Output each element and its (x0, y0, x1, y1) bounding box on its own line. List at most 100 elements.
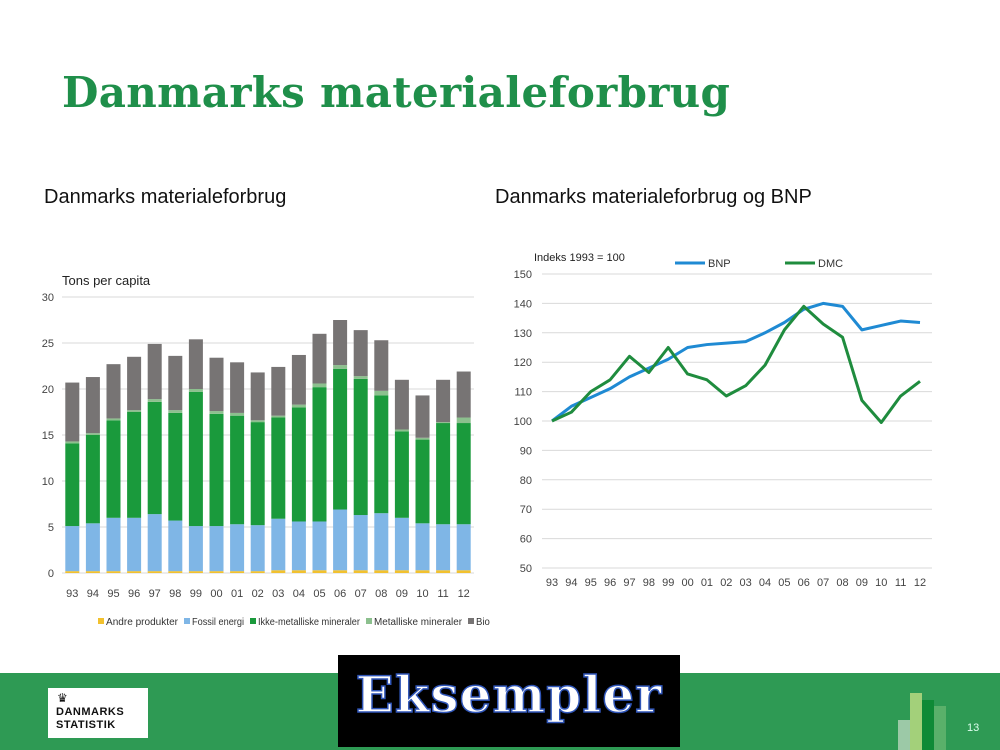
bar-segment (65, 571, 80, 573)
line-x-tick-label: 98 (643, 577, 655, 589)
bar-segment (230, 571, 245, 573)
bar-segment (456, 423, 471, 525)
left-chart-subtitle: Danmarks materialeforbrug (44, 186, 287, 208)
bar-segment (353, 330, 368, 377)
bar-segment (271, 415, 286, 418)
line-y-tick-label: 130 (514, 328, 532, 340)
line-chart: Indeks 1993 = 100 50 60 70 80 90 100 110 120 130 1… (514, 252, 932, 589)
bar-segment (106, 517, 121, 572)
line-y-tick-label: 70 (520, 504, 532, 516)
bar-x-tick-label: 99 (190, 588, 202, 600)
bar-x-tick-label: 09 (396, 588, 408, 600)
bar-x-tick-label: 02 (252, 588, 264, 600)
bar-x-tick-label: 01 (231, 588, 243, 600)
bar-segment (250, 372, 265, 421)
examples-banner-text: Eksempler (355, 664, 663, 725)
bar-x-tick-label: 97 (149, 588, 161, 600)
bar-segment (353, 376, 368, 379)
bar-segment (271, 417, 286, 519)
bar-segment (85, 435, 100, 524)
bar-y-tick-label: 25 (42, 338, 54, 350)
bar-segment (333, 509, 348, 571)
bar-segment (85, 571, 100, 573)
bar-segment (127, 410, 142, 412)
bar-segment (353, 378, 368, 516)
line-x-tick-label: 93 (546, 577, 558, 589)
bar-x-tick-label: 05 (313, 588, 325, 600)
line-y-tick-label: 120 (514, 357, 532, 369)
bar-segment (209, 571, 224, 573)
bar-legend-swatch (98, 618, 104, 624)
bar-segment (209, 413, 224, 527)
bar-legend-label: Metalliske mineraler (374, 617, 463, 628)
bar-segment (415, 570, 430, 573)
line-x-tick-label: 04 (759, 577, 771, 589)
page-number: 13 (967, 722, 980, 734)
bar-legend-swatch (366, 618, 372, 624)
bar-y-tick-label: 30 (42, 292, 54, 304)
bar-segment (85, 433, 100, 435)
bar-legend-label: Andre produkter (106, 617, 179, 628)
bar-segment (394, 517, 409, 571)
bar-segment (333, 570, 348, 573)
bar-x-tick-label: 00 (210, 588, 222, 600)
bar-segment (188, 389, 203, 392)
bar-x-tick-label: 07 (355, 588, 367, 600)
bar-segment (271, 518, 286, 571)
line-x-tick-label: 94 (565, 577, 577, 589)
bar-segment (271, 570, 286, 573)
bar-segment (65, 441, 80, 444)
line-y-tick-label: 110 (514, 387, 532, 399)
bar-y-axis-title: Tons per capita (62, 273, 151, 288)
bar-segment (374, 513, 389, 571)
bar-segment (250, 571, 265, 573)
line-x-tick-label: 08 (836, 577, 848, 589)
bar-segment (168, 571, 183, 573)
bar-x-tick-label: 96 (128, 588, 140, 600)
bar-segment (291, 521, 306, 571)
bar-segment (127, 571, 142, 573)
bar-y-tick-label: 5 (48, 522, 54, 534)
bar-segment (456, 371, 471, 418)
bar-segment (230, 362, 245, 413)
bar-segment (374, 390, 389, 396)
bar-segment (85, 377, 100, 434)
bar-y-tick-label: 15 (42, 430, 54, 442)
line-x-tick-label: 02 (720, 577, 732, 589)
bar-legend-swatch (468, 618, 474, 624)
danmarks-statistik-logo: ♛ DANMARKS STATISTIK (48, 688, 148, 738)
line-x-tick-label: 09 (856, 577, 868, 589)
bar-x-tick-label: 03 (272, 588, 284, 600)
line-legend-label: DMC (818, 258, 843, 270)
bar-segment (312, 387, 327, 522)
bar-segment (250, 525, 265, 572)
bar-segment (106, 364, 121, 419)
right-chart-subtitle: Danmarks materialeforbrug og BNP (495, 186, 812, 208)
bar-segment (230, 524, 245, 572)
bar-legend-label: Biomasse (476, 617, 490, 628)
bar-segment (415, 395, 430, 438)
bar-segment (374, 340, 389, 391)
logo-line-2: STATISTIK (56, 719, 116, 731)
line-x-tick-label: 01 (701, 577, 713, 589)
bar-segment (106, 418, 121, 421)
bar-x-tick-label: 94 (87, 588, 99, 600)
bar-segment (456, 417, 471, 424)
bar-segment (127, 412, 142, 518)
line-x-tick-label: 00 (681, 577, 693, 589)
bar-segment (147, 514, 162, 572)
bar-legend-label: Fossil energi (192, 617, 244, 628)
line-y-tick-label: 50 (520, 563, 532, 575)
line-y-tick-label: 80 (520, 475, 532, 487)
line-x-tick-label: 97 (623, 577, 635, 589)
bar-segment (415, 439, 430, 524)
bar-segment (188, 391, 203, 527)
bar-segment (168, 412, 183, 521)
bar-segment (291, 354, 306, 405)
line-series-bnp (551, 301, 921, 423)
bar-x-tick-label: 12 (458, 588, 470, 600)
bar-segment (250, 422, 265, 526)
bar-segment (415, 523, 430, 571)
bar-segment (168, 520, 183, 572)
